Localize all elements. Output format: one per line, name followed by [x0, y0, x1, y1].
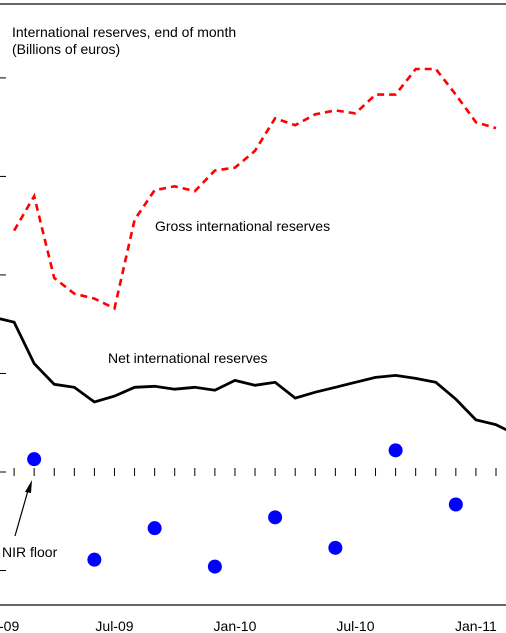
plot-frame [0, 3, 506, 606]
nir-floor-point [268, 510, 283, 525]
nir-floor-point [448, 497, 463, 512]
nir-floor-point [328, 540, 343, 555]
y-axis-ticks [0, 77, 6, 572]
nir-floor-label: NIR floor [2, 544, 58, 560]
nir-floor-point [87, 552, 102, 567]
nir-floor-point [147, 521, 162, 536]
net-reserves-label: Net international reserves [108, 350, 268, 366]
x-tick-label: Jul-09 [95, 618, 133, 633]
chart-title: International reserves, end of month [12, 24, 236, 40]
x-tick-label: Jan-10 [214, 618, 257, 633]
nir-floor-point [388, 443, 403, 458]
net-reserves-line [0, 317, 506, 432]
nir-floor-arrow-head [25, 480, 32, 493]
x-tick-label: -09 [0, 618, 19, 633]
x-tick-label: Jan-11 [455, 618, 497, 633]
nir-floor-arrow-shaft [14, 486, 30, 537]
nir-floor-point [27, 452, 42, 467]
nir-floor-point [207, 559, 222, 574]
gross-reserves-line [12, 67, 497, 311]
x-axis-labels: -09 Jul-09 Jan-10 Jul-10 Jan-11 [0, 618, 497, 633]
x-axis-ticks [13, 467, 497, 476]
chart-subtitle: (Billions of euros) [12, 41, 120, 57]
gross-reserves-label: Gross international reserves [155, 218, 330, 234]
x-tick-label: Jul-10 [336, 618, 374, 633]
nir-floor-points [27, 443, 463, 574]
